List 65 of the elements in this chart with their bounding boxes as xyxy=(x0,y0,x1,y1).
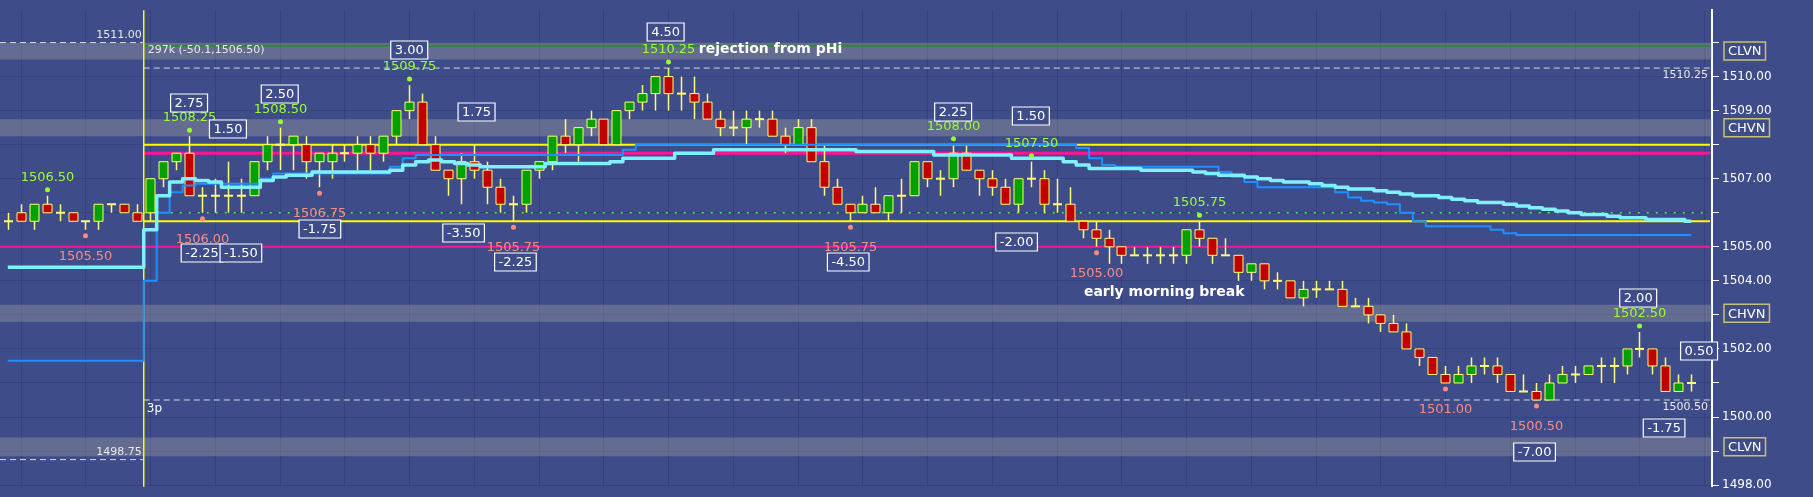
text: 1508.50 xyxy=(253,100,308,116)
candlestick xyxy=(728,109,739,137)
ref-line-label: 1510.25 xyxy=(1662,68,1708,82)
text: 1508.00 xyxy=(926,117,981,133)
candlestick xyxy=(508,194,519,223)
text: 1505.50 xyxy=(58,247,113,263)
candlestick xyxy=(223,160,234,214)
annotation: -1.75 xyxy=(1647,420,1681,436)
annotation: 297k (-50.1,1506.50) xyxy=(147,42,265,56)
candlestick xyxy=(1596,356,1607,384)
y-tick-label: 1502.00 xyxy=(1722,341,1772,356)
band-label: CLVN xyxy=(1728,43,1762,59)
text: 1509.75 xyxy=(382,57,437,73)
candlestick xyxy=(935,169,946,197)
annotation: 0.50 xyxy=(1684,343,1714,359)
candlestick xyxy=(275,126,286,171)
y-tick-label: 1504.00 xyxy=(1722,272,1772,287)
ref-line-label: 1511.00 xyxy=(96,27,142,41)
annotation: 2.00 xyxy=(1623,290,1653,306)
ref-line-label: 1500.50 xyxy=(1662,400,1708,414)
text: 1501.00 xyxy=(1418,400,1473,416)
text: 1506.00 xyxy=(175,230,230,246)
band-label: CHVN xyxy=(1727,120,1766,136)
text: 1505.75 xyxy=(1172,194,1227,210)
annotation: 3.00 xyxy=(394,42,424,58)
annotation: 1.75 xyxy=(462,104,492,120)
annotation: -2.25 xyxy=(498,254,533,270)
annotation: 1.50 xyxy=(213,121,243,137)
candlestick xyxy=(236,177,247,214)
annotation: 1.50 xyxy=(1016,108,1046,124)
y-tick-label: 1510.00 xyxy=(1722,68,1772,83)
candlestick xyxy=(676,75,687,112)
text: 1500.50 xyxy=(1509,417,1564,433)
y-tick-label: 1500.00 xyxy=(1722,409,1772,424)
y-tick-label: 1498.00 xyxy=(1722,477,1772,492)
y-tick-label: 1507.00 xyxy=(1722,170,1772,185)
text: 1506.75 xyxy=(292,205,347,221)
annotation: -1.50 xyxy=(224,245,258,261)
text: 1505.00 xyxy=(1069,264,1124,280)
annotation: -1.75 xyxy=(303,221,337,237)
annotation: -3.50 xyxy=(446,225,481,241)
candlestick xyxy=(1609,356,1620,384)
candlestick xyxy=(1052,177,1063,214)
band-label: CLVN xyxy=(1728,439,1762,455)
candlestick xyxy=(197,186,208,214)
y-tick-label: 1505.00 xyxy=(1722,238,1772,253)
annotation: early morning break xyxy=(1083,282,1246,299)
x-tick-label: 3p xyxy=(146,400,163,415)
annotation: 2.75 xyxy=(174,95,204,111)
text: 1506.50 xyxy=(20,168,75,184)
text: 1502.50 xyxy=(1612,304,1667,320)
annotation: 4.50 xyxy=(651,24,681,40)
annotation: 2.25 xyxy=(938,104,968,120)
annotation: -2.25 xyxy=(185,245,219,261)
candlestick xyxy=(1634,331,1645,359)
annotation: -7.00 xyxy=(1517,444,1552,460)
candlestick xyxy=(1026,160,1037,188)
ref-line-label: 1498.75 xyxy=(96,444,142,458)
candlestick xyxy=(210,177,221,214)
annotation: 2.50 xyxy=(265,86,295,102)
annotation: -4.50 xyxy=(831,254,866,270)
candlestick xyxy=(896,177,907,214)
band-label: CHVN xyxy=(1727,305,1766,321)
annotation: -2.00 xyxy=(999,234,1034,250)
y-tick-label: 1509.00 xyxy=(1722,102,1772,117)
